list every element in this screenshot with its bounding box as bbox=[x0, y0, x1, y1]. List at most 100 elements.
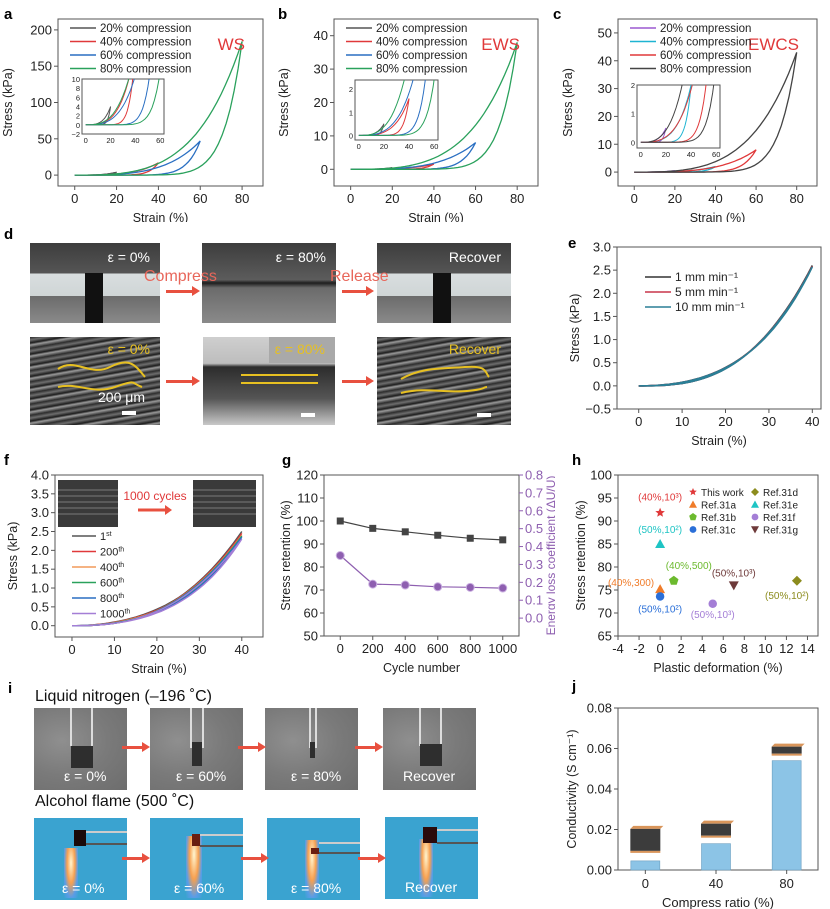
y-tick-label: 30 bbox=[598, 81, 612, 96]
y-tick-label: 65 bbox=[598, 629, 612, 644]
x-tick-label: 6 bbox=[720, 641, 727, 656]
sponge-layers-icon bbox=[701, 823, 731, 836]
x-tick-label: 60 bbox=[749, 191, 763, 206]
legend-label: 20% compression bbox=[100, 23, 191, 35]
data-point bbox=[669, 575, 679, 585]
y-tick-label: 1.5 bbox=[593, 309, 611, 324]
point-annotation: (50%,10²) bbox=[765, 591, 809, 602]
inset-y-tick-label: 6 bbox=[76, 93, 80, 102]
arrow-right-icon bbox=[342, 376, 374, 386]
series-loop bbox=[350, 42, 518, 170]
x-tick-label: 800 bbox=[459, 641, 481, 656]
x-axis-label: Plastic deformation (%) bbox=[653, 661, 782, 675]
flame-photo-0: ε = 0% bbox=[34, 818, 127, 900]
data-point bbox=[400, 580, 410, 590]
inset-frame bbox=[636, 84, 721, 149]
flame-label-recover: Recover bbox=[405, 879, 458, 895]
photo-before-cycles bbox=[58, 480, 118, 527]
plot-frame bbox=[323, 474, 520, 637]
y-tick-label: 10 bbox=[598, 137, 612, 152]
electrode-bottom-icon bbox=[630, 850, 661, 853]
panel-label-g: g bbox=[282, 452, 292, 469]
y-tick-label: 120 bbox=[296, 468, 318, 483]
point-annotation: (50%,10³) bbox=[712, 568, 756, 579]
x-tick-label: 0 bbox=[656, 641, 663, 656]
data-point bbox=[499, 536, 507, 544]
right-y-tick-label: 0.8 bbox=[525, 468, 543, 483]
y-tick-label: 0.08 bbox=[587, 701, 612, 716]
data-point bbox=[655, 592, 665, 601]
arrow-right-icon bbox=[166, 376, 200, 386]
legend-label: 1 mm min⁻¹ bbox=[675, 270, 738, 284]
legend-marker bbox=[751, 500, 759, 508]
chart-e-rate-stress-strain: 0 10 20 30 40 −0.5 0.0 0.5 1.0 1.5 2.0 2.5 3.0 Strain… bbox=[568, 240, 822, 448]
y-axis-label: Stress (kPa) bbox=[277, 68, 291, 137]
legend-label: 1st bbox=[100, 531, 112, 543]
x-tick-label: 2 bbox=[678, 641, 685, 656]
arrow-right-icon bbox=[238, 742, 266, 752]
y-tick-label: 2.5 bbox=[593, 263, 611, 278]
inset-x-tick-label: 0 bbox=[84, 136, 88, 145]
y-tick-label: 40 bbox=[598, 53, 612, 68]
y-tick-label: 3.0 bbox=[593, 240, 611, 255]
y-tick-label: 0 bbox=[45, 168, 52, 183]
x-axis-label: Strain (%) bbox=[133, 211, 189, 222]
legend-label: 40% compression bbox=[100, 37, 191, 49]
data-point bbox=[655, 584, 666, 594]
x-tick-label: 40 bbox=[805, 414, 819, 429]
legend-label: 600th bbox=[100, 578, 124, 590]
legend-label: 400th bbox=[100, 562, 124, 574]
x-tick-label: 4 bbox=[699, 641, 706, 656]
x-tick-label: 80 bbox=[789, 191, 803, 206]
photo-uncompressed: ε = 0% bbox=[30, 243, 160, 323]
x-tick-label: 30 bbox=[762, 414, 776, 429]
photo-after-cycles bbox=[193, 480, 256, 527]
legend-label: 40% compression bbox=[376, 37, 467, 49]
chart-g-retention-cycles: 0 200 400 600 800 1000 50 60 70 80 90 100 110 120 Cycl… bbox=[279, 468, 555, 676]
compress-label: Compress bbox=[144, 268, 217, 285]
y-tick-label: 90 bbox=[304, 537, 318, 552]
x-tick-label: -4 bbox=[612, 641, 624, 656]
y-tick-label: 40 bbox=[314, 28, 328, 43]
legend-label: This work bbox=[701, 488, 745, 499]
y-tick-label: 80 bbox=[304, 560, 318, 575]
y-tick-label: 4.0 bbox=[31, 468, 49, 483]
flame-photo-60: ε = 60% bbox=[150, 818, 243, 900]
y-tick-label: 0.04 bbox=[587, 782, 612, 797]
panel-label-b: b bbox=[278, 6, 288, 23]
sem-uncompressed: ε = 0% 200 μm bbox=[30, 337, 160, 425]
series-loop bbox=[74, 41, 243, 176]
y-axis-label: Stress (kPa) bbox=[568, 294, 582, 363]
x-tick-label: 600 bbox=[427, 641, 449, 656]
data-point bbox=[728, 581, 739, 591]
legend-label: Ref.31b bbox=[701, 513, 736, 524]
x-tick-label: 20 bbox=[718, 414, 732, 429]
x-tick-label: 0 bbox=[631, 191, 638, 206]
inset-y-tick-label: 8 bbox=[76, 84, 80, 93]
y-tick-label: 2.5 bbox=[31, 524, 49, 539]
arrow-right-icon bbox=[342, 286, 374, 296]
inset-y-tick-label: 2 bbox=[76, 112, 80, 121]
y-tick-label: 70 bbox=[598, 606, 612, 621]
data-point bbox=[655, 507, 665, 517]
x-tick-label: 60 bbox=[193, 191, 207, 206]
legend-marker bbox=[751, 488, 759, 496]
inset-series-loop bbox=[85, 79, 160, 126]
inset-x-tick-label: 20 bbox=[662, 150, 670, 159]
y-tick-label: 0.00 bbox=[587, 863, 612, 878]
x-axis-label: Strain (%) bbox=[690, 211, 746, 222]
y-tick-label: 60 bbox=[304, 606, 318, 621]
x-tick-label: 20 bbox=[109, 191, 123, 206]
data-point bbox=[434, 531, 442, 539]
data-point bbox=[708, 599, 717, 609]
x-tick-label: 80 bbox=[235, 191, 249, 206]
sem-compressed: ε = 80% bbox=[203, 337, 335, 425]
chart-j-conductivity-bars: 0.00 0.02 0.04 0.06 0.08 0 40 80 Compress ratio … bbox=[565, 701, 819, 909]
bar bbox=[701, 843, 731, 871]
y-tick-label: 50 bbox=[304, 629, 318, 644]
sponge-layers-icon bbox=[630, 828, 661, 851]
x-tick-label: 8 bbox=[741, 641, 748, 656]
data-point bbox=[498, 583, 508, 593]
inset-y-tick-label: 2 bbox=[349, 85, 353, 94]
